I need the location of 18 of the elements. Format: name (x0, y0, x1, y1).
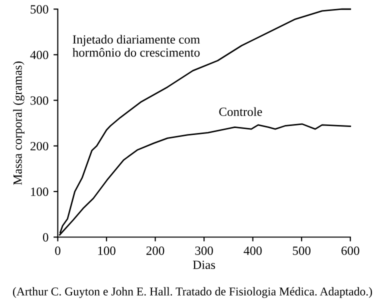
y-axis-title: Massa corporal (gramas) (13, 62, 24, 185)
x-tick-label: 200 (146, 246, 164, 255)
x-tick-label: 100 (98, 246, 116, 255)
x-axis-title: Dias (192, 260, 216, 270)
x-tick-label: 300 (195, 246, 213, 255)
y-tick-label: 400 (30, 50, 48, 60)
text: (Arthur C. Guyton e John E. Hall. Tratado de Fisiologia Médica. Adaptado.) (13, 287, 372, 298)
y-tick-label: 0 (42, 233, 48, 242)
y-tick-label: 300 (30, 96, 48, 105)
x-tick-label: 0 (55, 246, 60, 255)
series-label: Injetado diariamente com hormônio do crescimento (72, 34, 200, 57)
series-label: Controle (219, 107, 262, 116)
x-tick-label: 600 (342, 246, 360, 255)
x-tick-label: 500 (292, 246, 310, 255)
y-tick-label: 200 (30, 142, 48, 150)
y-tick-label: 100 (31, 188, 48, 196)
x-tick-label: 400 (244, 246, 262, 255)
y-tick-label: 500 (30, 5, 48, 14)
